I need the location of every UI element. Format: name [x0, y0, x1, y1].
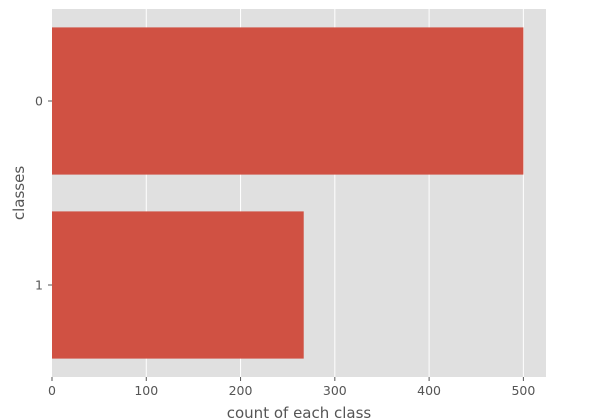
- bar-class-0: [52, 27, 524, 175]
- x-tick-label: 400: [417, 383, 441, 398]
- y-axis-ticks: 01: [35, 94, 52, 293]
- x-axis-title: count of each class: [227, 404, 372, 420]
- y-axis-title: classes: [10, 166, 28, 220]
- bar-class-1: [52, 211, 304, 359]
- bars: [52, 27, 524, 359]
- x-tick-label: 200: [229, 383, 253, 398]
- y-tick-label: 0: [35, 94, 43, 109]
- y-tick-label: 1: [35, 278, 43, 293]
- x-tick-label: 0: [48, 383, 56, 398]
- x-axis-ticks: 0 100 200 300 400 500: [48, 377, 535, 398]
- x-tick-label: 500: [511, 383, 535, 398]
- x-tick-label: 300: [323, 383, 347, 398]
- x-tick-label: 100: [134, 383, 158, 398]
